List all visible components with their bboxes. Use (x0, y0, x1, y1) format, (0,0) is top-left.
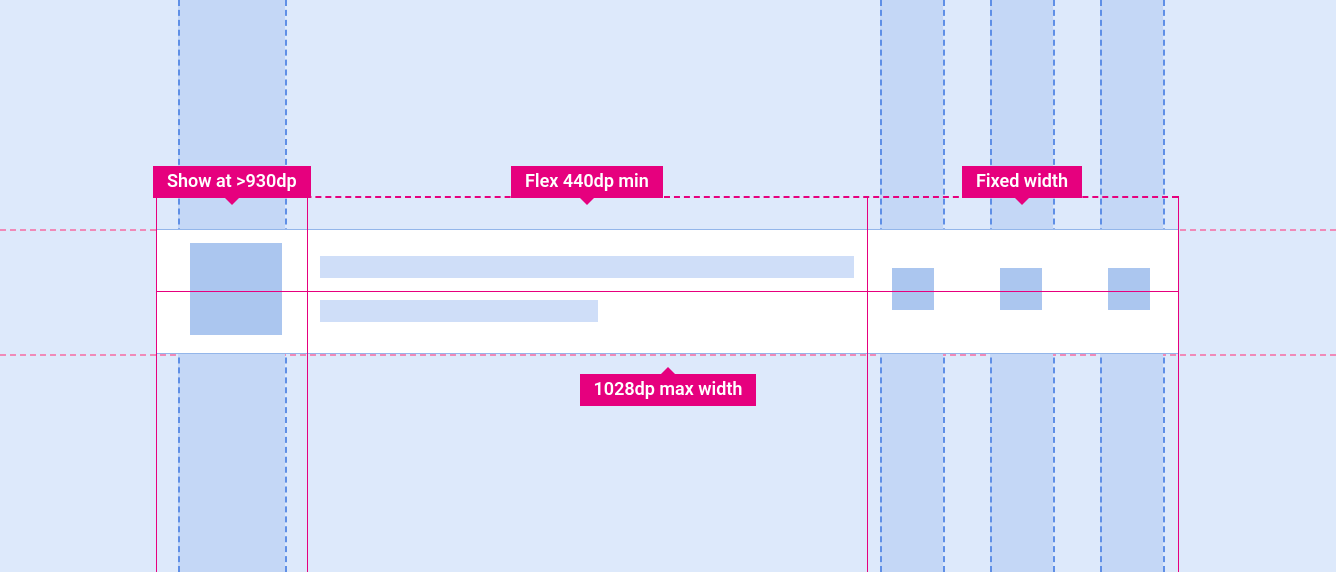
region-divider (1178, 196, 1179, 572)
action-icon-placeholder (892, 268, 934, 310)
text-line-placeholder (320, 300, 598, 322)
midline-guide (156, 291, 1178, 292)
annotation-label: Flex 440dp min (511, 166, 663, 198)
text-line-placeholder (320, 256, 854, 278)
annotation-label: 1028dp max width (580, 374, 757, 406)
thumbnail-placeholder (190, 243, 282, 335)
region-divider (156, 196, 157, 572)
annotation-label: Show at >930dp (153, 166, 311, 198)
region-divider (307, 196, 308, 572)
action-icon-placeholder (1108, 268, 1150, 310)
action-icon-placeholder (1000, 268, 1042, 310)
annotation-label: Fixed width (962, 166, 1082, 198)
region-divider (867, 196, 868, 572)
